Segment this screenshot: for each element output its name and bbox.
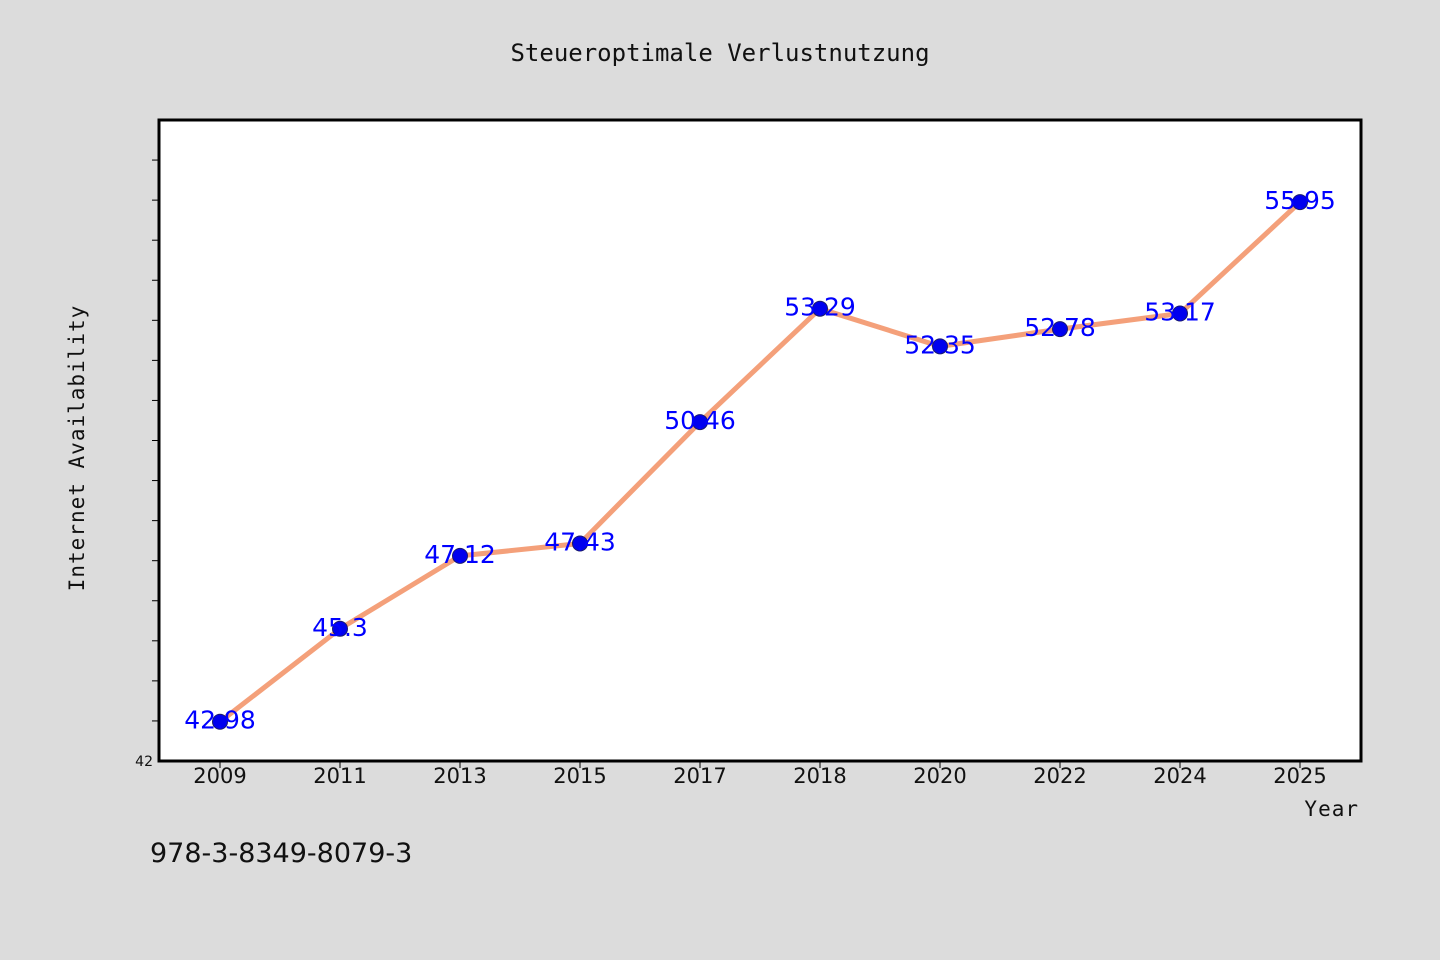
x-tick-label: 2015 bbox=[553, 764, 606, 788]
data-point bbox=[1172, 305, 1188, 322]
data-point bbox=[452, 547, 468, 564]
x-tick-label: 2020 bbox=[913, 764, 966, 788]
data-label: 53.17 bbox=[1144, 298, 1216, 327]
series-line bbox=[218, 200, 1302, 724]
chart-title: Steueroptimale Verlustnutzung bbox=[510, 39, 929, 67]
x-tick-label: 2011 bbox=[313, 764, 366, 788]
y-axis-ticks bbox=[152, 159, 159, 722]
x-axis-ticks: 2009 2011 2013 2015 2017 2018 2020 2022 2024 2025 bbox=[193, 761, 1327, 788]
data-point bbox=[212, 713, 228, 730]
data-point bbox=[332, 620, 348, 637]
data-label: 42.98 bbox=[184, 706, 256, 735]
data-point bbox=[1052, 321, 1068, 338]
series-markers bbox=[212, 194, 1308, 730]
data-label: 50.46 bbox=[664, 406, 736, 435]
data-label: 52.78 bbox=[1024, 313, 1096, 342]
footnote-text: 978-3-8349-8079-3 bbox=[150, 838, 412, 869]
x-axis-label: Year bbox=[1304, 797, 1359, 821]
data-label: 55.95 bbox=[1264, 186, 1336, 215]
data-point bbox=[932, 338, 948, 355]
x-tick-label: 2025 bbox=[1273, 764, 1326, 788]
data-point bbox=[1292, 194, 1308, 211]
x-tick-label: 2013 bbox=[433, 764, 486, 788]
data-labels: 42.98 45.3 47.12 47.43 50.46 53.29 52.35 52.78 5… bbox=[184, 186, 1336, 735]
x-tick-label: 2018 bbox=[793, 764, 846, 788]
data-point bbox=[692, 414, 708, 431]
data-label: 47.12 bbox=[424, 540, 496, 569]
y-tick-label: 42 bbox=[135, 754, 153, 770]
series-polyline bbox=[218, 200, 1302, 724]
x-tick-label: 2009 bbox=[193, 764, 246, 788]
x-tick-label: 2024 bbox=[1153, 764, 1206, 788]
data-label: 45.3 bbox=[312, 613, 368, 642]
data-point bbox=[572, 535, 588, 552]
data-label: 47.43 bbox=[544, 527, 616, 556]
data-point bbox=[812, 300, 828, 317]
data-label: 53.29 bbox=[784, 293, 856, 322]
plot-area bbox=[157, 118, 1363, 763]
y-axis-label: Internet Availability bbox=[65, 305, 89, 592]
x-tick-label: 2017 bbox=[673, 764, 726, 788]
x-tick-label: 2022 bbox=[1033, 764, 1086, 788]
data-label: 52.35 bbox=[904, 330, 976, 359]
